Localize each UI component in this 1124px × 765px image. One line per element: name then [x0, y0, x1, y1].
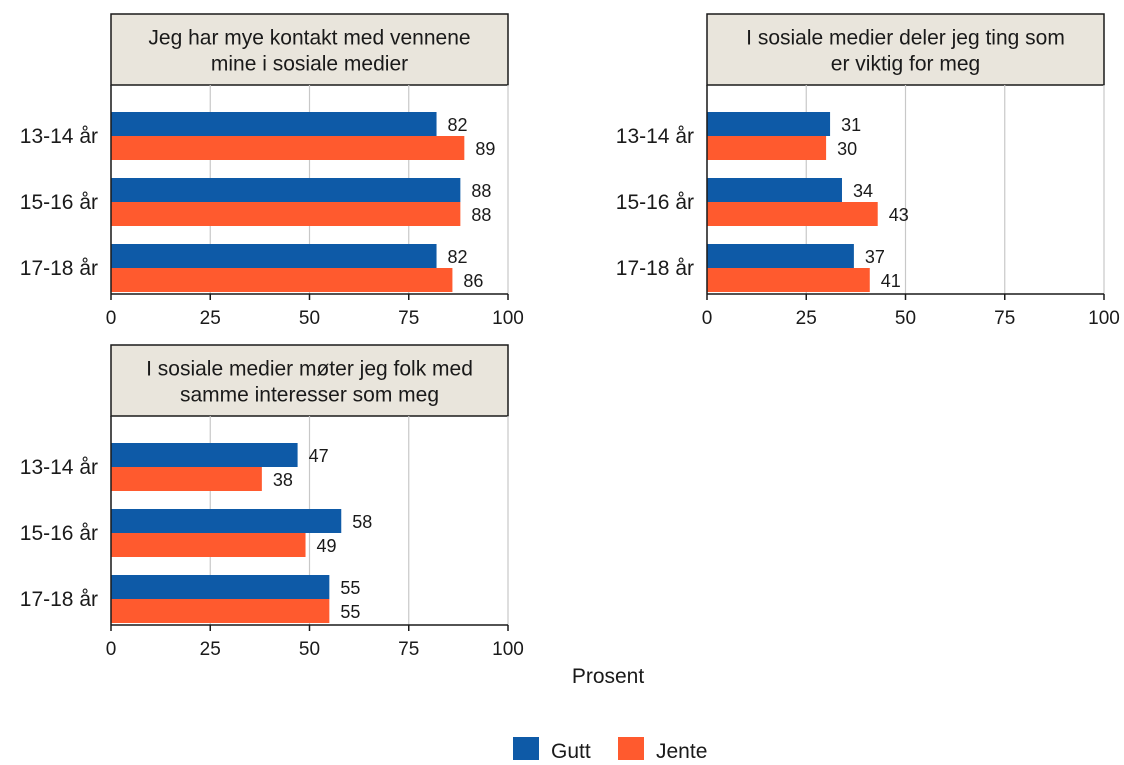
x-tick-label: 100 [492, 308, 524, 329]
x-axis-title: Prosent [572, 665, 645, 688]
bar-gutt [111, 244, 437, 268]
data-label: 49 [317, 536, 337, 556]
bar-gutt [111, 178, 461, 202]
data-label: 55 [340, 602, 360, 622]
category-label: 15-16 år [616, 191, 694, 214]
data-label: 88 [471, 181, 491, 201]
bar-gutt [111, 443, 298, 467]
category-label: 13-14 år [20, 125, 98, 148]
category-label: 17-18 år [20, 588, 98, 611]
bar-jente [111, 533, 306, 557]
x-tick-label: 100 [492, 639, 524, 660]
legend-label-gutt: Gutt [551, 740, 591, 760]
x-tick-label: 0 [106, 639, 117, 660]
legend: Gutt Jente [513, 737, 707, 763]
x-tick-label: 0 [702, 308, 713, 329]
x-tick-label: 75 [994, 308, 1015, 329]
bar-gutt [111, 509, 342, 533]
panel-title-line: I sosiale medier deler jeg ting som [746, 27, 1065, 50]
bar-jente [111, 599, 330, 623]
category-label: 17-18 år [20, 257, 98, 280]
panel-title-line: I sosiale medier møter jeg folk med [146, 358, 473, 381]
bar-gutt [707, 178, 842, 202]
panel-title-strip [110, 344, 509, 417]
bar-jente [111, 136, 465, 160]
panel-title-line: mine i sosiale medier [211, 53, 408, 76]
chart-panel-3: I sosiale medier møter jeg folk med samme… [20, 344, 524, 660]
panel-title-strip [706, 13, 1105, 86]
chart-panel-2: I sosiale medier deler jeg ting som er vi… [616, 13, 1120, 329]
x-tick-label: 25 [200, 308, 221, 329]
data-label: 43 [889, 205, 909, 225]
data-label: 34 [853, 181, 873, 201]
bar-jente [111, 268, 453, 292]
panel-title-strip [110, 13, 509, 86]
data-label: 31 [841, 115, 861, 135]
category-label: 17-18 år [616, 257, 694, 280]
x-tick-label: 25 [796, 308, 817, 329]
bar-jente [111, 467, 262, 491]
bar-jente [707, 136, 827, 160]
panel-title-line: Jeg har mye kontakt med vennene [148, 27, 470, 50]
legend-label-jente: Jente [656, 740, 707, 760]
data-label: 89 [475, 139, 495, 159]
data-label: 41 [881, 271, 901, 291]
bar-gutt [707, 244, 854, 268]
bar-gutt [707, 112, 831, 136]
x-tick-label: 75 [398, 639, 419, 660]
bar-jente [707, 202, 878, 226]
panel-title-line: samme interesser som meg [180, 384, 439, 407]
x-tick-label: 50 [299, 639, 320, 660]
x-tick-label: 0 [106, 308, 117, 329]
data-label: 58 [352, 512, 372, 532]
data-label: 86 [463, 271, 483, 291]
category-label: 15-16 år [20, 191, 98, 214]
category-label: 13-14 år [616, 125, 694, 148]
bar-gutt [111, 112, 437, 136]
x-tick-label: 50 [299, 308, 320, 329]
data-label: 30 [837, 139, 857, 159]
x-tick-label: 50 [895, 308, 916, 329]
legend-swatch-gutt [513, 737, 539, 763]
data-label: 47 [309, 446, 329, 466]
panel-title-line: er viktig for meg [831, 53, 980, 76]
data-label: 37 [865, 247, 885, 267]
data-label: 82 [448, 115, 468, 135]
data-label: 55 [340, 578, 360, 598]
x-tick-label: 75 [398, 308, 419, 329]
data-label: 88 [471, 205, 491, 225]
data-label: 38 [273, 470, 293, 490]
legend-swatch-jente [618, 737, 644, 763]
category-label: 13-14 år [20, 456, 98, 479]
chart-panel-1: Jeg har mye kontakt med vennene mine i so… [20, 13, 524, 329]
bar-jente [707, 268, 870, 292]
category-label: 15-16 år [20, 522, 98, 545]
bar-jente [111, 202, 461, 226]
x-tick-label: 25 [200, 639, 221, 660]
data-label: 82 [448, 247, 468, 267]
x-tick-label: 100 [1088, 308, 1120, 329]
bar-gutt [111, 575, 330, 599]
